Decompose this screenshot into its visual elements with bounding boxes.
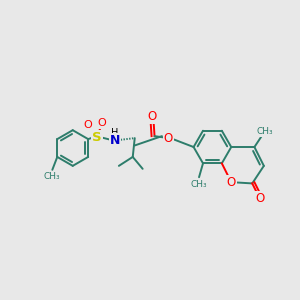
Text: O: O: [255, 192, 264, 205]
Text: N: N: [110, 134, 120, 147]
Text: O: O: [98, 118, 106, 128]
Text: O: O: [84, 120, 92, 130]
Text: O: O: [147, 110, 157, 123]
Text: O: O: [226, 176, 236, 189]
Text: CH₃: CH₃: [256, 127, 273, 136]
Text: CH₃: CH₃: [191, 180, 207, 189]
Text: CH₃: CH₃: [43, 172, 60, 181]
Text: H: H: [111, 128, 118, 138]
Text: S: S: [92, 130, 102, 144]
Text: O: O: [164, 132, 173, 145]
